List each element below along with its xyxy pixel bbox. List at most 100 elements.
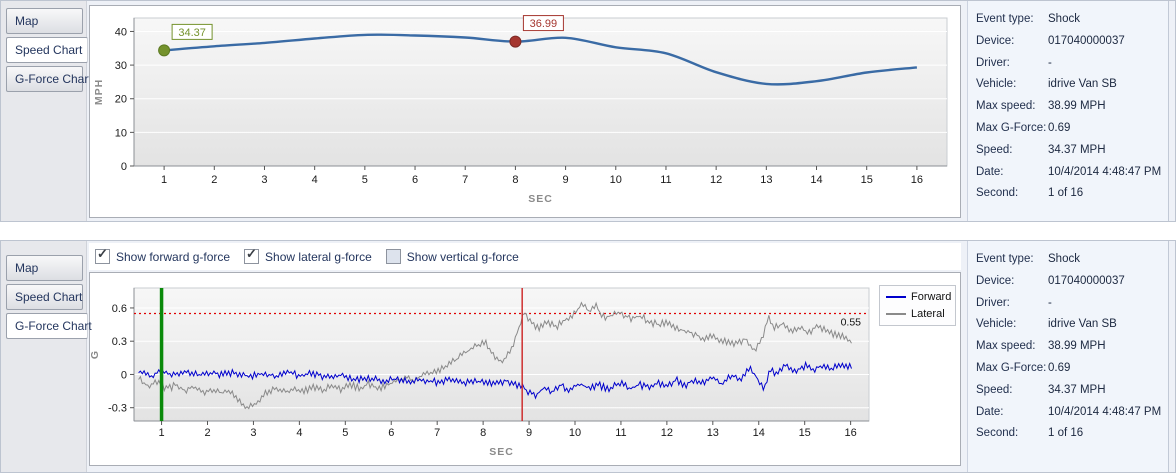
- svg-text:1: 1: [161, 174, 167, 186]
- svg-text:6: 6: [388, 427, 394, 439]
- svg-text:5: 5: [362, 174, 368, 186]
- svg-text:SEC: SEC: [489, 446, 514, 458]
- event-info-row: Max speed: 38.99 MPH: [976, 336, 1168, 358]
- event-info-label: Driver:: [976, 56, 1010, 69]
- checkbox-unchecked-icon[interactable]: [385, 249, 401, 264]
- svg-text:14: 14: [810, 174, 822, 186]
- svg-text:0: 0: [121, 161, 127, 173]
- tab-map[interactable]: Map: [6, 8, 83, 34]
- svg-text:3: 3: [261, 174, 267, 186]
- svg-text:4: 4: [312, 174, 318, 186]
- svg-text:0.3: 0.3: [112, 336, 127, 348]
- svg-text:7: 7: [462, 174, 468, 186]
- svg-text:16: 16: [911, 174, 923, 186]
- event-info-row: Speed: 34.37 MPH: [976, 380, 1168, 402]
- event-info-value: 1 of 16: [1048, 427, 1084, 440]
- event-info-label: Second:: [976, 427, 1019, 440]
- tab-gforce-chart[interactable]: G-Force Chart: [6, 313, 92, 339]
- gforce-chart[interactable]: -0.3 0 0.3 0.6 1 2 3 4 5 6 7 8 9 10 11 12 13 14 15 16 SEC G 0.…: [89, 272, 961, 466]
- event-info-label: Speed:: [976, 143, 1013, 156]
- tab-speed-chart[interactable]: Speed Chart: [6, 284, 83, 310]
- svg-text:0.55: 0.55: [841, 316, 862, 328]
- event-info-label: Event type:: [976, 13, 1034, 25]
- event-info-value: idrive Van SB: [1048, 78, 1117, 91]
- svg-text:G: G: [90, 350, 101, 359]
- event-info-value: 0.69: [1048, 361, 1071, 374]
- event-info-label: Speed:: [976, 383, 1013, 396]
- svg-text:12: 12: [661, 427, 673, 439]
- svg-text:0.6: 0.6: [112, 303, 127, 315]
- event-info-panel: Event type: Shock Device: 017040000037 Drive…: [967, 1, 1169, 221]
- event-info-list: Event type: Shock Device: 017040000037 Drive…: [976, 9, 1168, 205]
- event-info-row: Vehicle: idrive Van SB: [976, 314, 1168, 336]
- svg-text:-0.3: -0.3: [108, 403, 127, 415]
- event-info-label: Max G-Force:: [976, 361, 1047, 374]
- event-info-value: 017040000037: [1048, 34, 1125, 47]
- event-info-row: Device: 017040000037: [976, 271, 1168, 293]
- legend-label: Forward: [911, 291, 952, 303]
- event-info-label: Date:: [976, 405, 1004, 418]
- event-info-label: Second:: [976, 187, 1019, 200]
- tab-speed-chart[interactable]: Speed Chart: [6, 37, 88, 63]
- gforce-chart-panel: Map Speed Chart G-Force Chart ✓ Show forw…: [0, 240, 1176, 473]
- event-info-label: Date:: [976, 165, 1004, 178]
- svg-text:16: 16: [845, 427, 857, 439]
- svg-text:2: 2: [204, 427, 210, 439]
- event-info-value: 10/4/2014 4:48:47 PM: [1048, 165, 1162, 178]
- svg-text:36.99: 36.99: [530, 18, 558, 30]
- event-info-value: 017040000037: [1048, 274, 1125, 287]
- event-info-row: Driver: -: [976, 293, 1168, 315]
- checkbox-checked-icon[interactable]: ✓: [95, 246, 110, 264]
- svg-text:MPH: MPH: [93, 79, 105, 105]
- svg-text:1: 1: [159, 427, 165, 439]
- toggle-label: Show lateral g-force: [265, 249, 372, 264]
- svg-text:13: 13: [707, 427, 719, 439]
- event-info-row: Max G-Force: 0.69: [976, 118, 1168, 140]
- event-info-value: 38.99 MPH: [1048, 340, 1106, 353]
- event-info-label: Device:: [976, 34, 1015, 47]
- event-info-row: Second: 1 of 16: [976, 423, 1168, 445]
- gforce-panel-tabstrip: Map Speed Chart G-Force Chart: [1, 241, 92, 472]
- event-info-value: 38.99 MPH: [1048, 100, 1106, 113]
- event-info-value: 0.69: [1048, 121, 1071, 134]
- legend-line-swatch: [886, 313, 906, 315]
- svg-text:10: 10: [569, 427, 581, 439]
- legend-item-forward: Forward: [886, 291, 952, 303]
- svg-text:0: 0: [121, 369, 127, 381]
- toggle-show-lateral-g-force[interactable]: ✓ Show lateral g-force: [244, 246, 372, 264]
- svg-text:6: 6: [412, 174, 418, 186]
- speed-panel-tabstrip: Map Speed Chart G-Force Chart: [1, 1, 92, 221]
- event-info-row: Date: 10/4/2014 4:48:47 PM: [976, 402, 1168, 424]
- tab-gforce-chart[interactable]: G-Force Chart: [6, 66, 92, 92]
- event-info-row: Driver: -: [976, 53, 1168, 75]
- tab-map[interactable]: Map: [6, 255, 83, 281]
- event-info-label: Max speed:: [976, 340, 1036, 353]
- svg-text:SEC: SEC: [528, 193, 553, 205]
- event-info-label: Max G-Force:: [976, 121, 1047, 134]
- toggle-show-forward-g-force[interactable]: ✓ Show forward g-force: [95, 246, 230, 264]
- event-info-row: Date: 10/4/2014 4:48:47 PM: [976, 162, 1168, 184]
- event-info-row: Speed: 34.37 MPH: [976, 140, 1168, 162]
- svg-text:5: 5: [342, 427, 348, 439]
- legend-item-lateral: Lateral: [886, 308, 949, 320]
- svg-text:4: 4: [296, 427, 302, 439]
- event-info-value: 1 of 16: [1048, 187, 1084, 200]
- event-info-panel: Event type: Shock Device: 017040000037 Drive…: [967, 241, 1169, 472]
- toggle-show-vertical-g-force[interactable]: Show vertical g-force: [385, 249, 519, 264]
- event-info-row: Event type: Shock: [976, 249, 1168, 271]
- event-info-row: Second: 1 of 16: [976, 183, 1168, 205]
- event-info-value: -: [1048, 56, 1052, 69]
- event-info-label: Event type:: [976, 253, 1034, 265]
- event-info-value: -: [1048, 296, 1052, 309]
- event-info-value: Shock: [1048, 13, 1080, 25]
- speed-chart[interactable]: 0 10 20 30 40 1 2 3 4 5 6 7 8 9 10 11 12 13 14 15 16 SEC MPH 34…: [89, 5, 961, 218]
- svg-text:10: 10: [115, 127, 127, 139]
- svg-text:7: 7: [434, 427, 440, 439]
- event-info-row: Max speed: 38.99 MPH: [976, 96, 1168, 118]
- checkbox-checked-icon[interactable]: ✓: [244, 246, 260, 264]
- toggle-label: Show vertical g-force: [406, 249, 519, 264]
- svg-text:9: 9: [563, 174, 569, 186]
- gforce-chart-svg: -0.300.30.61 2 3 4 5 6 7 8 9 10 11 12 13 14 15 16SECG0.…: [90, 287, 870, 458]
- svg-text:14: 14: [753, 427, 765, 439]
